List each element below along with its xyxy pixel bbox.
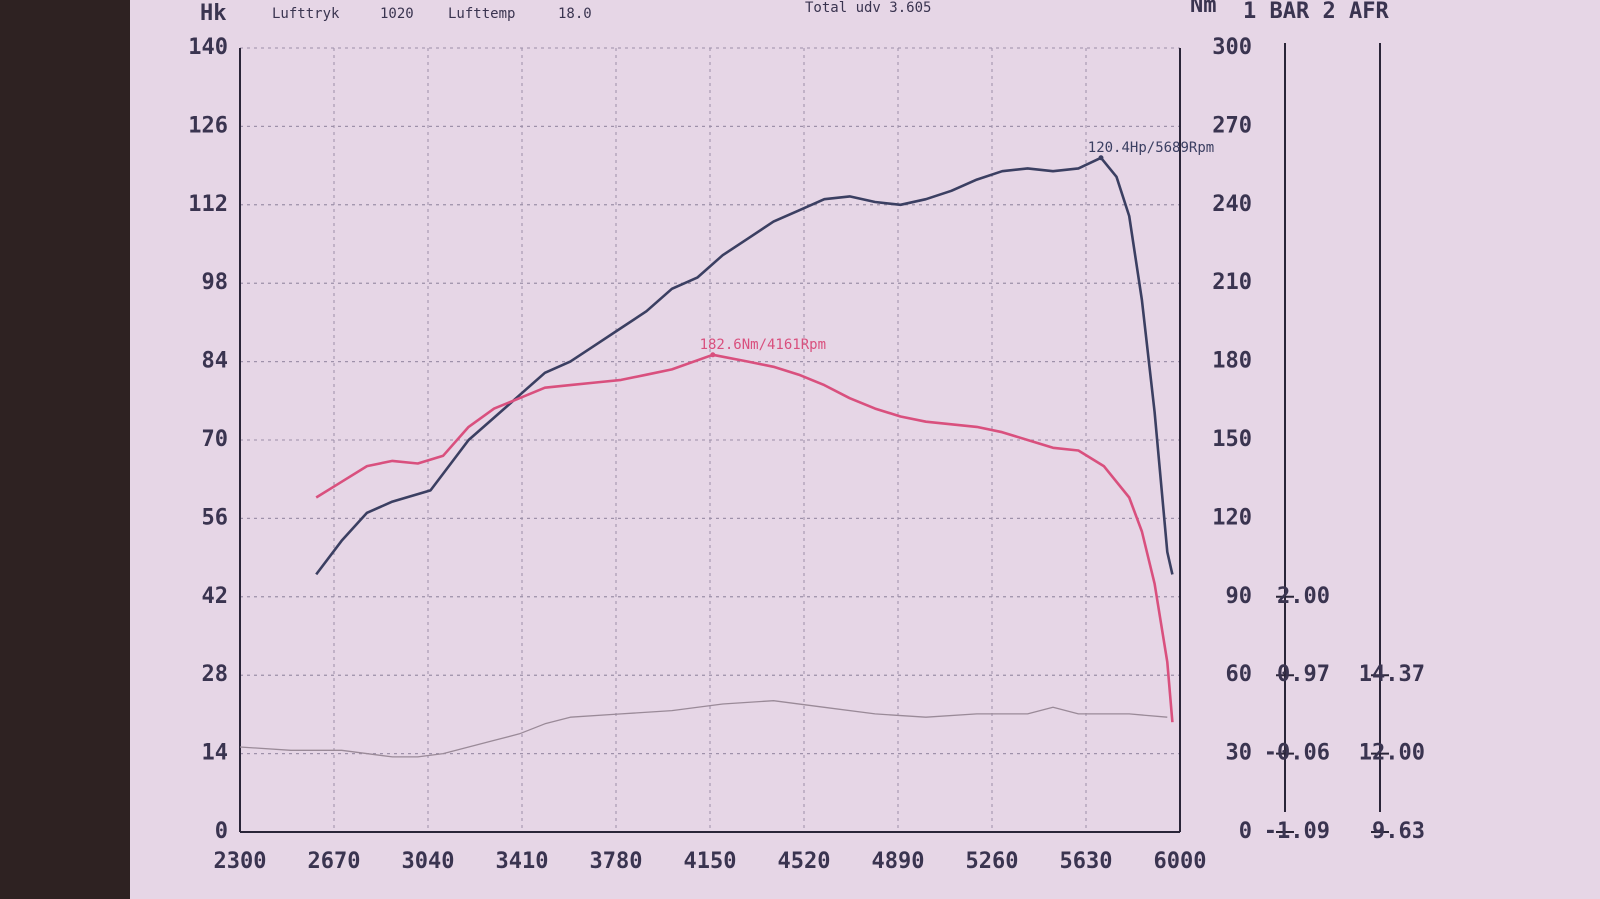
y2-tick-label: 240 bbox=[1212, 192, 1252, 217]
y2-axis-label: Nm bbox=[1190, 0, 1217, 18]
extra-axes-label: 1 BAR 2 AFR bbox=[1243, 0, 1389, 24]
y-tick-label: 140 bbox=[188, 35, 228, 60]
header-text: Lufttemp bbox=[448, 6, 515, 22]
paper bbox=[95, 0, 1600, 899]
x-tick-label: 4890 bbox=[872, 849, 925, 874]
x-tick-label: 3780 bbox=[590, 849, 643, 874]
y2-tick-label: 0 bbox=[1239, 819, 1252, 844]
x-tick-label: 4150 bbox=[684, 849, 737, 874]
x-tick-label: 2670 bbox=[308, 849, 361, 874]
series-line bbox=[315, 353, 1174, 723]
y2-tick-label: 120 bbox=[1212, 505, 1252, 530]
bar-axis-tick-label: 0.97 bbox=[1277, 662, 1330, 687]
y-axis-label: Hk bbox=[200, 1, 227, 26]
annotation-marker bbox=[1098, 155, 1104, 161]
y-tick-label: 42 bbox=[202, 584, 229, 609]
header-text: 1020 bbox=[380, 6, 414, 22]
x-tick-label: 3410 bbox=[496, 849, 549, 874]
x-tick-label: 6000 bbox=[1154, 849, 1207, 874]
y-tick-label: 0 bbox=[215, 819, 228, 844]
bar-axis-tick-label: 2.00 bbox=[1277, 584, 1330, 609]
y2-tick-label: 150 bbox=[1212, 427, 1252, 452]
x-tick-label: 5630 bbox=[1060, 849, 1113, 874]
bar-axis-tick-label: -0.06 bbox=[1264, 741, 1330, 766]
afr-axis-tick-label: 12.00 bbox=[1359, 741, 1425, 766]
y2-tick-label: 60 bbox=[1226, 662, 1253, 687]
y2-tick-label: 90 bbox=[1226, 584, 1253, 609]
table-edge bbox=[0, 0, 130, 899]
afr-axis-tick-label: 9.63 bbox=[1372, 819, 1425, 844]
y-tick-label: 14 bbox=[202, 741, 229, 766]
y-tick-label: 70 bbox=[202, 427, 229, 452]
y2-tick-label: 30 bbox=[1226, 741, 1253, 766]
header-text: 18.0 bbox=[558, 6, 592, 22]
y-tick-label: 112 bbox=[188, 192, 228, 217]
header-text: Total udv 3.605 bbox=[805, 0, 931, 16]
annotation-marker bbox=[710, 352, 716, 358]
x-tick-label: 3040 bbox=[402, 849, 455, 874]
annotation: 182.6Nm/4161Rpm bbox=[700, 337, 826, 353]
annotation: 120.4Hp/5689Rpm bbox=[1088, 140, 1214, 156]
y2-tick-label: 270 bbox=[1212, 113, 1252, 138]
bar-axis-tick-label: -1.09 bbox=[1264, 819, 1330, 844]
x-tick-label: 2300 bbox=[214, 849, 267, 874]
y-tick-label: 56 bbox=[202, 505, 229, 530]
header-text: Lufttryk bbox=[272, 6, 340, 22]
y2-tick-label: 210 bbox=[1212, 270, 1252, 295]
y-tick-label: 98 bbox=[202, 270, 229, 295]
y-tick-label: 28 bbox=[202, 662, 229, 687]
x-tick-label: 4520 bbox=[778, 849, 831, 874]
y2-tick-label: 300 bbox=[1212, 35, 1252, 60]
y-tick-label: 126 bbox=[188, 113, 228, 138]
series-line bbox=[315, 156, 1174, 576]
x-tick-label: 5260 bbox=[966, 849, 1019, 874]
y2-tick-label: 180 bbox=[1212, 349, 1252, 374]
y-tick-label: 84 bbox=[202, 349, 229, 374]
series-line bbox=[239, 700, 1168, 758]
afr-axis-tick-label: 14.37 bbox=[1359, 662, 1425, 687]
